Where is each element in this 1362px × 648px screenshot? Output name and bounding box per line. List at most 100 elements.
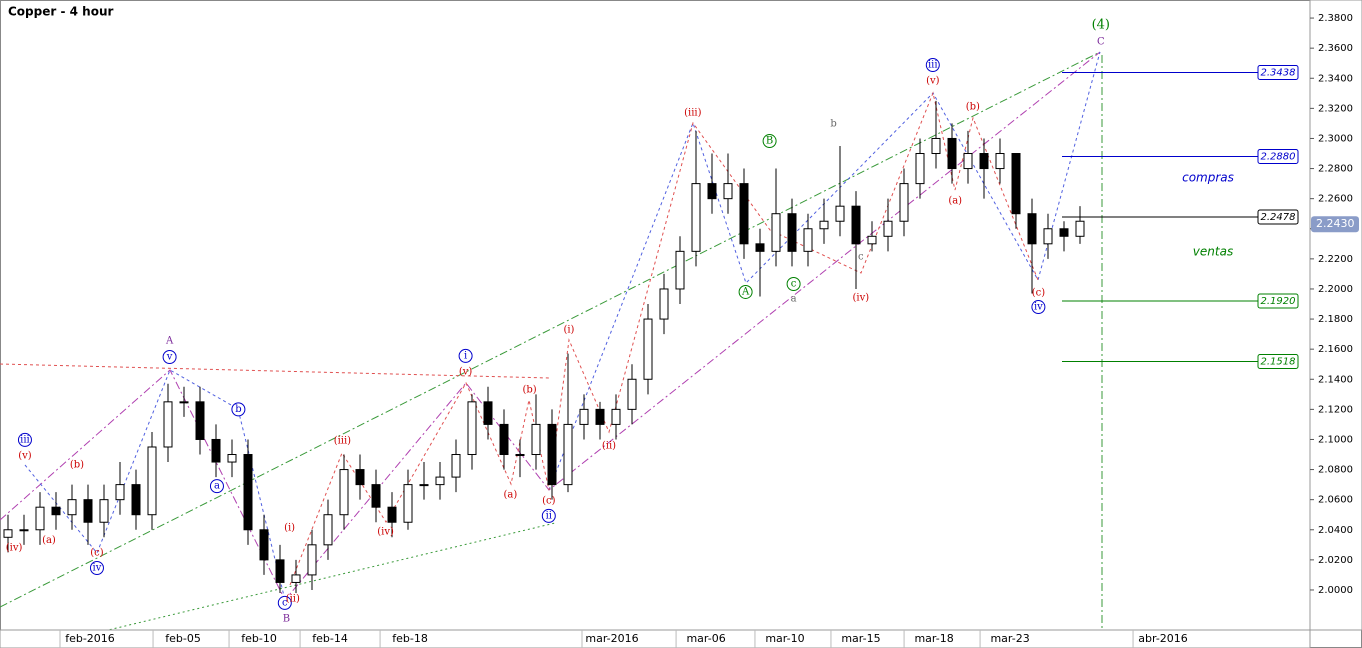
candle-body — [419, 484, 429, 487]
wave-circle — [17, 432, 32, 447]
candle-body — [67, 499, 77, 516]
x-tick-label: feb-2016 — [65, 632, 115, 645]
x-tick-label: mar-15 — [841, 632, 880, 645]
candle-body — [51, 506, 61, 516]
wave-circle — [786, 276, 801, 291]
candle-body — [339, 469, 349, 516]
candle-body — [691, 183, 701, 252]
wave-label: (i) — [563, 325, 574, 336]
candle-body — [659, 288, 669, 320]
y-tick-label: 2.2600 — [1318, 194, 1353, 205]
x-axis — [0, 629, 1311, 648]
candle-body — [499, 423, 509, 456]
wave-circle — [541, 508, 556, 523]
wave-label: a — [214, 481, 220, 492]
wave-label: (c) — [1032, 288, 1046, 299]
wave-label: (v) — [18, 451, 32, 462]
candle-body — [579, 408, 589, 425]
y-tick-label: 2.1800 — [1318, 314, 1353, 325]
wave-label: C — [1097, 36, 1105, 47]
candle-body — [819, 220, 829, 230]
y-tick-label: 2.2000 — [1318, 284, 1353, 295]
y-tick-label: 2.1000 — [1318, 434, 1353, 445]
candle-body — [803, 228, 813, 252]
wave-circle — [209, 479, 224, 494]
wave-label: A — [741, 286, 750, 297]
wave-label: (4) — [1092, 18, 1110, 33]
candle-body — [195, 401, 205, 440]
candle-body — [451, 454, 461, 478]
y-tick-label: 2.0800 — [1318, 465, 1353, 476]
wave-label: (iv) — [852, 292, 869, 303]
y-axis — [1309, 0, 1362, 631]
candle-body — [483, 401, 493, 425]
wave-circle — [89, 560, 104, 575]
channel-line — [0, 51, 1101, 608]
candle-body — [275, 559, 285, 583]
candle-body — [883, 220, 893, 237]
candle-body — [3, 529, 13, 538]
x-tick-label: feb-18 — [392, 632, 428, 645]
candle-body — [947, 137, 957, 170]
y-tick-label: 2.1400 — [1318, 374, 1353, 385]
wave-label: ii — [546, 510, 552, 521]
candle-body — [1011, 153, 1021, 215]
wave-label: B — [766, 136, 773, 147]
candle-body — [531, 423, 541, 456]
x-tick-label: mar-2016 — [585, 632, 638, 645]
candle-body — [323, 514, 333, 546]
candle-body — [99, 499, 109, 523]
y-tick-label: 2.0000 — [1318, 585, 1353, 596]
candle-body — [131, 484, 141, 516]
candle-body — [867, 235, 877, 245]
wave-circle — [738, 284, 753, 299]
wave-label: (b) — [966, 102, 980, 113]
wave-label: B — [283, 614, 290, 625]
last-price-box — [1311, 216, 1359, 233]
wave-circle — [231, 402, 246, 417]
wave-label: b — [830, 119, 836, 130]
x-tick-label: feb-14 — [312, 632, 348, 645]
candle-body — [1059, 228, 1069, 237]
wave-label: (c) — [90, 547, 104, 558]
candle-body — [963, 153, 973, 170]
candle-body — [851, 205, 861, 245]
wave-label: (v) — [926, 76, 940, 87]
candle-body — [19, 529, 29, 532]
y-tick-label: 2.2200 — [1318, 254, 1353, 265]
wave-label: (iii) — [334, 435, 351, 446]
candle-body — [387, 506, 397, 523]
x-tick-label: feb-05 — [165, 632, 201, 645]
candle-body — [723, 183, 733, 200]
candle-body — [787, 213, 797, 252]
wave-circle — [762, 134, 777, 149]
wave-label: i — [464, 350, 467, 361]
candle-body — [1027, 213, 1037, 245]
level-box — [1257, 209, 1299, 225]
candle-body — [35, 506, 45, 531]
wave-label: a — [791, 294, 797, 305]
candle-body — [643, 318, 653, 380]
level-box — [1257, 293, 1299, 309]
candle-body — [899, 183, 909, 222]
candle-body — [771, 213, 781, 252]
candle-body — [307, 544, 317, 576]
wave-label: iv — [93, 562, 102, 573]
chart-title: Copper - 4 hour — [8, 5, 113, 19]
candle-body — [403, 484, 413, 523]
y-tick-label: 2.3400 — [1318, 73, 1353, 84]
candle-body — [147, 446, 157, 516]
level-label: 2.3438 — [1261, 68, 1296, 79]
level-box — [1257, 149, 1299, 165]
wave-label: iii — [20, 434, 30, 445]
candle-body — [179, 401, 189, 404]
wave-label: c — [858, 252, 864, 263]
x-tick-label: mar-06 — [686, 632, 725, 645]
candle-body — [259, 529, 269, 561]
wave-label: (a) — [42, 535, 56, 546]
wave-circle — [458, 348, 473, 363]
candle-body — [243, 454, 253, 531]
zone-label: compras — [1182, 171, 1234, 185]
